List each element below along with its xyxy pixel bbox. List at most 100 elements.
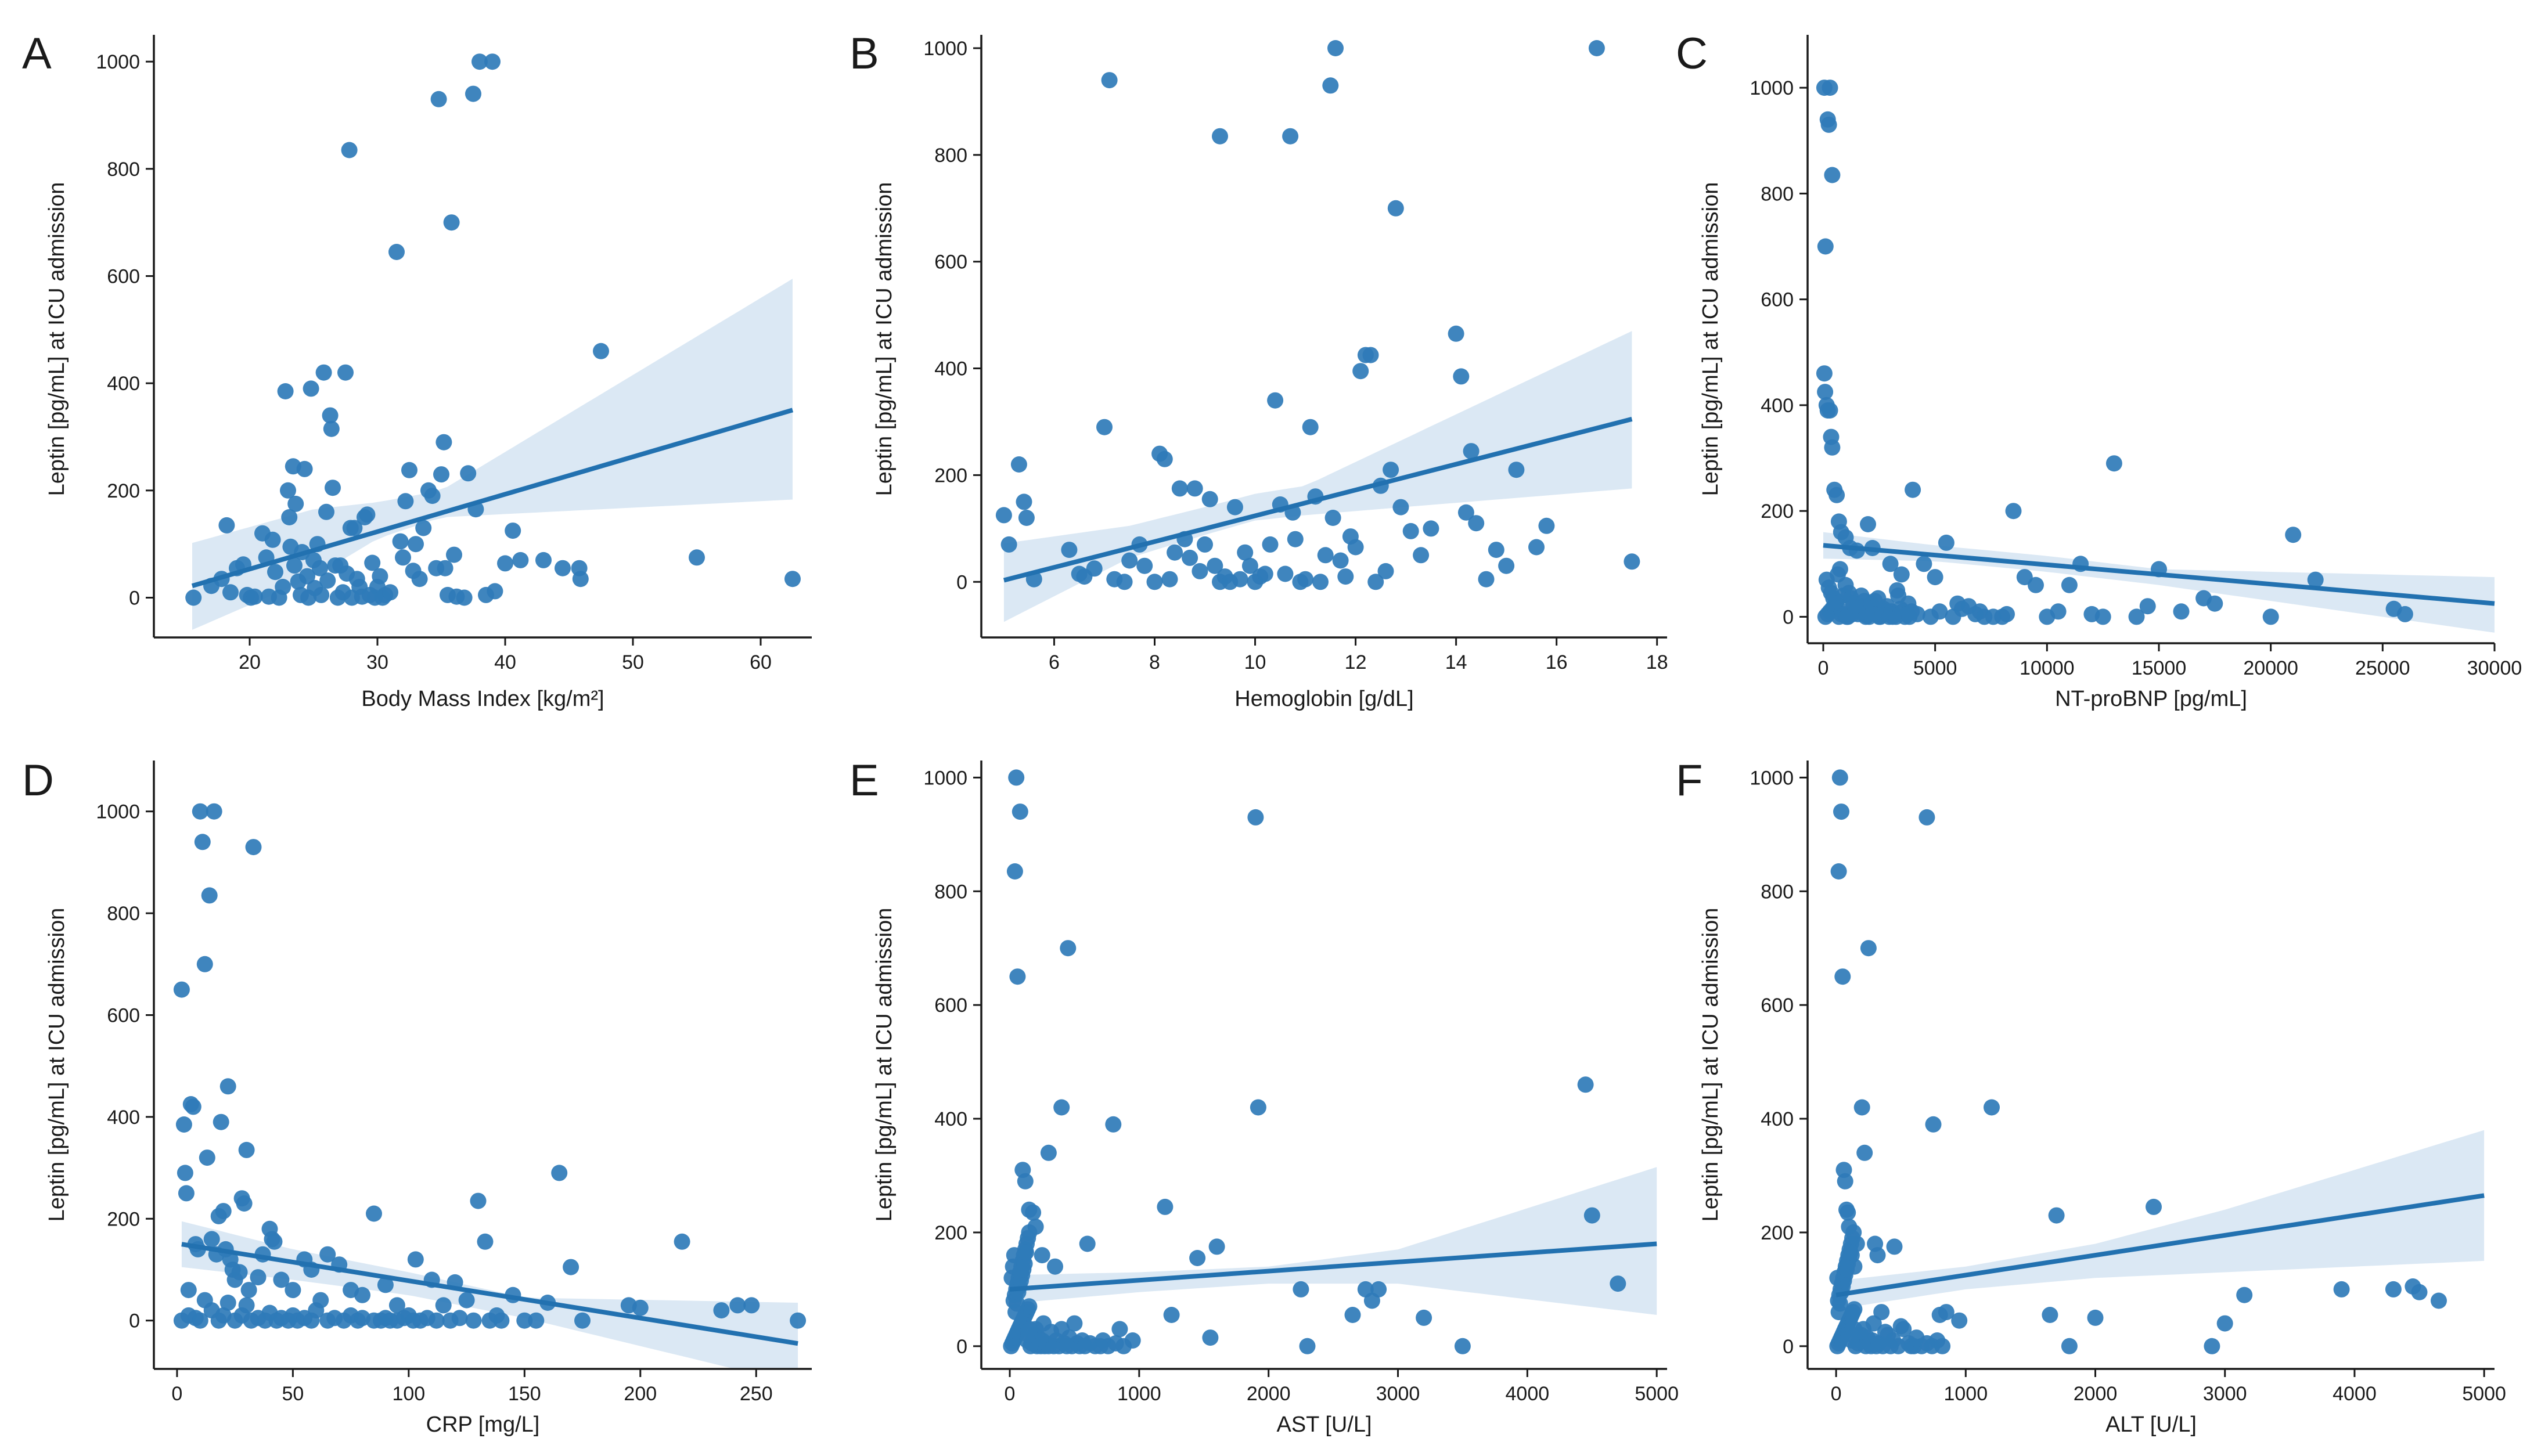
data-point bbox=[285, 1282, 301, 1299]
data-point bbox=[1463, 443, 1480, 460]
y-tick-label: 800 bbox=[107, 903, 140, 925]
data-point bbox=[2411, 1284, 2428, 1300]
data-point bbox=[280, 482, 296, 499]
data-point bbox=[729, 1297, 746, 1314]
data-point bbox=[1882, 556, 1899, 572]
data-point bbox=[784, 571, 801, 588]
data-point bbox=[1201, 491, 1218, 507]
y-tick-label: 200 bbox=[107, 480, 140, 502]
data-point bbox=[1893, 566, 1910, 583]
data-point bbox=[674, 1233, 690, 1250]
x-tick-label: 3000 bbox=[1376, 1383, 1420, 1405]
data-point bbox=[1282, 128, 1299, 145]
data-point bbox=[1009, 968, 1026, 985]
data-point bbox=[277, 383, 294, 399]
data-point bbox=[1370, 1281, 1387, 1298]
x-tick-label: 15000 bbox=[2132, 657, 2187, 679]
x-tick-label: 0 bbox=[1818, 657, 1829, 679]
data-point bbox=[2285, 527, 2302, 543]
data-point bbox=[1332, 552, 1349, 569]
data-point bbox=[2028, 576, 2044, 593]
data-point bbox=[1008, 769, 1025, 786]
data-point bbox=[2139, 598, 2156, 615]
x-tick-label: 50 bbox=[282, 1383, 304, 1405]
x-axis-label: Hemoglobin [g/dL] bbox=[1234, 687, 1413, 711]
data-point bbox=[1824, 167, 1841, 183]
data-point bbox=[1817, 238, 1834, 255]
data-point bbox=[471, 53, 488, 70]
y-tick-label: 1000 bbox=[96, 51, 140, 73]
y-tick-label: 200 bbox=[1761, 500, 1794, 522]
data-point bbox=[199, 1149, 215, 1166]
data-point bbox=[1267, 392, 1284, 409]
data-point bbox=[2061, 1338, 2078, 1354]
data-point bbox=[1816, 365, 1833, 382]
panel-f: F 0 200 400 600 800 1000 0 1000 2000 3000 4000 5000 A… bbox=[1676, 756, 2506, 1437]
data-point bbox=[2146, 1198, 2162, 1215]
data-point bbox=[325, 480, 341, 496]
data-point bbox=[1006, 863, 1023, 880]
data-point bbox=[1846, 1321, 1863, 1338]
data-point bbox=[1136, 557, 1153, 574]
data-point bbox=[1101, 72, 1118, 89]
regression-line bbox=[1835, 1193, 2485, 1298]
data-point bbox=[433, 466, 449, 483]
data-point bbox=[312, 560, 328, 576]
data-point bbox=[1021, 1321, 1038, 1338]
data-point bbox=[1454, 1338, 1471, 1354]
data-point bbox=[1903, 603, 1920, 620]
data-point bbox=[1828, 486, 1845, 503]
y-tick-label: 600 bbox=[1761, 289, 1794, 311]
data-point bbox=[1060, 940, 1077, 957]
x-tick-label: 8 bbox=[1149, 651, 1160, 673]
regression-line bbox=[1003, 417, 1633, 583]
y-tick-label: 800 bbox=[934, 881, 967, 903]
data-point bbox=[1167, 544, 1183, 561]
data-point bbox=[1583, 1207, 1600, 1224]
data-point bbox=[1860, 940, 1877, 957]
data-point bbox=[236, 1195, 253, 1212]
data-point bbox=[743, 1297, 760, 1314]
data-point bbox=[1161, 571, 1178, 588]
panel-a: A 0 200 400 600 800 1000 20 30 40 50 60 Body Mass In… bbox=[22, 29, 812, 711]
data-point bbox=[408, 536, 424, 553]
y-tick-label: 600 bbox=[934, 994, 967, 1017]
data-point bbox=[1377, 563, 1394, 579]
x-tick-label: 60 bbox=[750, 651, 772, 673]
y-tick-label: 400 bbox=[934, 1108, 967, 1130]
x-axis-label: Body Mass Index [kg/m²] bbox=[361, 687, 604, 711]
data-point bbox=[1066, 1315, 1083, 1332]
data-point bbox=[1312, 574, 1329, 590]
data-point bbox=[1297, 571, 1314, 588]
data-point bbox=[563, 1259, 579, 1275]
y-tick-label: 200 bbox=[107, 1208, 140, 1230]
data-point bbox=[178, 1185, 195, 1202]
panel-letter: F bbox=[1676, 756, 1702, 805]
data-point bbox=[1034, 1247, 1050, 1264]
y-tick-label: 800 bbox=[107, 158, 140, 181]
y-tick-label: 800 bbox=[1761, 183, 1794, 205]
data-point bbox=[401, 462, 417, 478]
data-point bbox=[1212, 128, 1228, 145]
data-point bbox=[238, 1297, 255, 1314]
data-point bbox=[185, 1098, 201, 1115]
panel-letter: E bbox=[850, 756, 879, 805]
data-point bbox=[1528, 539, 1545, 556]
y-axis-label: Leptin [pg/mL] at ICU admission bbox=[872, 908, 897, 1222]
data-point bbox=[2050, 603, 2067, 620]
data-point bbox=[313, 586, 330, 603]
data-point bbox=[1116, 574, 1133, 590]
data-point bbox=[1951, 1312, 1968, 1329]
data-point bbox=[1317, 547, 1334, 564]
y-tick-label: 600 bbox=[934, 251, 967, 273]
data-point bbox=[1383, 462, 1399, 478]
x-tick-label: 6 bbox=[1049, 651, 1060, 673]
x-tick-label: 100 bbox=[392, 1383, 425, 1405]
data-point bbox=[1324, 510, 1341, 526]
data-point bbox=[1448, 325, 1464, 342]
data-point bbox=[1468, 515, 1485, 532]
plot-area bbox=[185, 53, 801, 630]
data-point bbox=[493, 1312, 510, 1329]
data-point bbox=[1202, 1329, 1219, 1346]
